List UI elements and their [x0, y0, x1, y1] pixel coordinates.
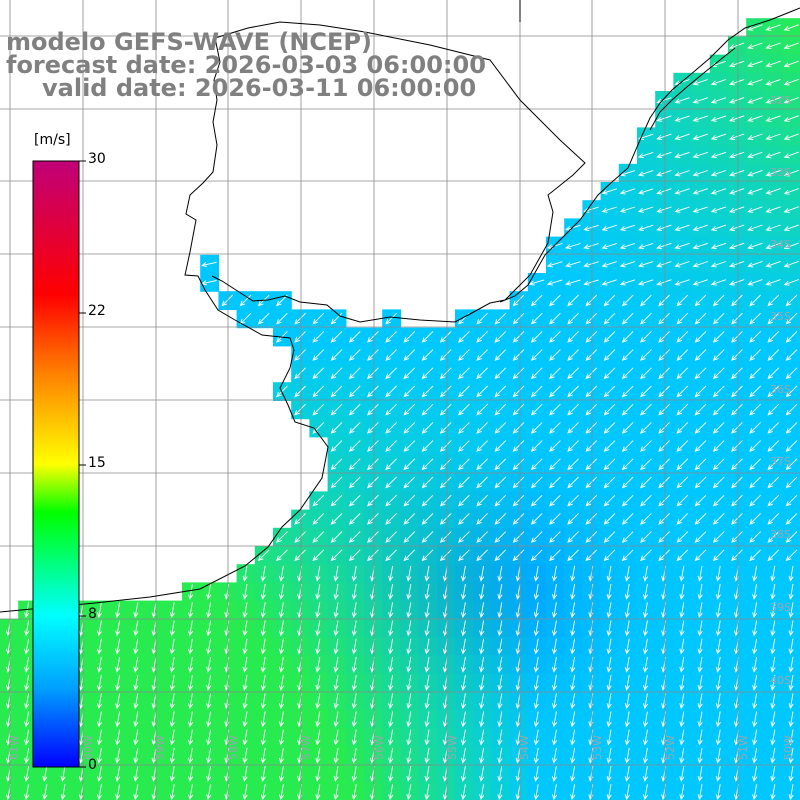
longitude-labels: 61W 60W 59W 58W 57W 56W 55W 54W 53W 52W …: [8, 735, 795, 760]
lon-label-60w: 60W: [82, 735, 95, 760]
lon-label-53w: 53W: [591, 735, 604, 760]
lon-label-59w: 59W: [154, 735, 167, 760]
lat-label-35s: 35S: [770, 310, 791, 323]
lon-label-55w: 55W: [446, 735, 459, 760]
lat-label-32s: 32S: [770, 94, 791, 107]
lon-label-50w: 50W: [782, 735, 795, 760]
lat-label-36s: 36S: [770, 383, 791, 396]
colorbar-label-15: 15: [88, 455, 106, 471]
map-title-forecast-date: forecast date: 2026-03-03 06:00:00: [6, 51, 486, 79]
lat-label-39s: 39S: [770, 601, 791, 614]
colorbar-label-30: 30: [88, 151, 106, 167]
lon-label-61w: 61W: [8, 735, 21, 760]
lat-label-40s: 40S: [770, 674, 791, 687]
lat-label-37s: 37S: [770, 455, 791, 468]
colorbar-label-22: 22: [88, 303, 106, 319]
latitude-labels: 32S 33S 34S 35S 36S 37S 38S 39S 40S: [770, 94, 791, 687]
colorbar-label-0: 0: [88, 757, 97, 773]
lat-label-34s: 34S: [770, 238, 791, 251]
lon-label-51w: 51W: [737, 735, 750, 760]
coastline: [0, 0, 800, 613]
colorbar: [32, 160, 80, 768]
lon-label-56w: 56W: [373, 735, 386, 760]
wind-speed-field: [0, 18, 800, 800]
map-title-model: modelo GEFS-WAVE (NCEP): [6, 28, 372, 56]
lon-label-52w: 52W: [664, 735, 677, 760]
colorbar-unit: [m/s]: [34, 132, 71, 148]
map-title-valid-date: valid date: 2026-03-11 06:00:00: [42, 74, 477, 102]
lon-label-58w: 58W: [227, 735, 240, 760]
lat-label-33s: 33S: [770, 166, 791, 179]
lon-label-57w: 57W: [300, 735, 313, 760]
colorbar-label-8: 8: [88, 606, 97, 622]
lon-label-54w: 54W: [518, 735, 531, 760]
lat-label-38s: 38S: [770, 528, 791, 541]
